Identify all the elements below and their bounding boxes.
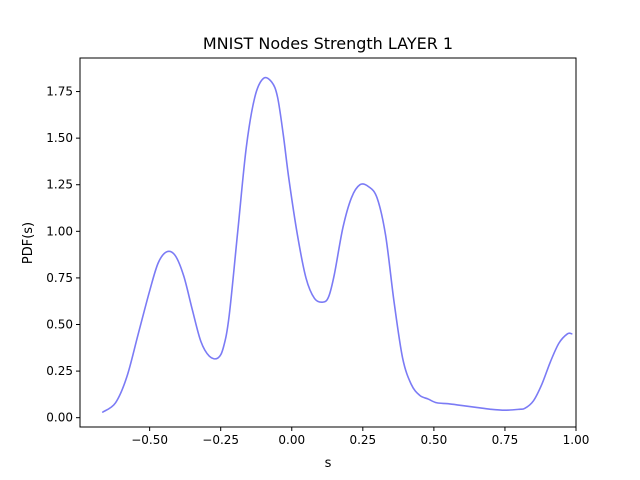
x-tick-label: 0.25 [349, 433, 376, 447]
x-tick-label: 0.50 [421, 433, 448, 447]
x-tick-label: −0.25 [202, 433, 239, 447]
y-tick-label: 1.00 [46, 224, 73, 238]
y-tick-label: 0.50 [46, 318, 73, 332]
x-tick-label: 1.00 [563, 433, 590, 447]
x-tick-label: 0.00 [278, 433, 305, 447]
y-tick-label: 0.00 [46, 411, 73, 425]
axes-frame [79, 57, 577, 428]
chart-title: MNIST Nodes Strength LAYER 1 [203, 34, 453, 53]
plot-area [101, 76, 573, 413]
x-tick-label: 0.75 [492, 433, 519, 447]
y-tick-label: 1.75 [46, 85, 73, 99]
y-tick-label: 1.50 [46, 131, 73, 145]
x-axis-label: s [325, 456, 332, 471]
series-line-0 [101, 76, 573, 413]
y-axis-label: PDF(s) [21, 222, 36, 264]
y-tick-label: 0.25 [46, 364, 73, 378]
y-axis: 0.00 0.25 0.50 0.75 1.00 1.25 1.50 1.75 [46, 85, 80, 425]
y-tick-label: 1.25 [46, 178, 73, 192]
y-tick-label: 0.75 [46, 271, 73, 285]
x-axis: −0.50 −0.25 0.00 0.25 0.50 0.75 1.00 [131, 427, 589, 447]
x-tick-label: −0.50 [131, 433, 168, 447]
